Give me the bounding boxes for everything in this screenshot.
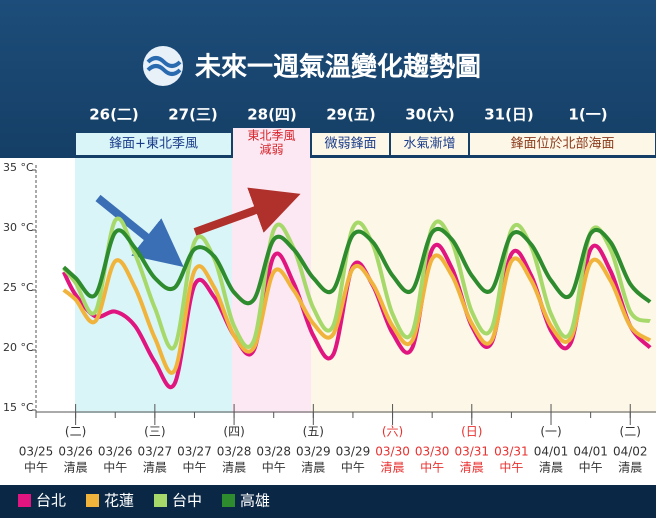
note-text: 減弱 [259,142,283,157]
weekday-label: (五) [303,425,324,439]
y-tick-label: 35 °C [3,161,34,174]
note-text: 微弱鋒面 [324,136,376,152]
legend-swatch [154,494,167,507]
x-tick-period: 清晨 [301,461,325,475]
x-tick-period: 中午 [262,460,286,475]
legend-label: 台中 [172,492,202,510]
weekday-label: (二) [620,425,641,439]
day-label: 29(五) [326,106,376,124]
note-box [391,133,468,155]
band-pink [232,158,311,413]
x-tick-period: 中午 [341,460,365,475]
legend-label: 花蓮 [104,492,134,510]
x-tick-period: 清晨 [618,461,642,475]
y-tick-label: 15 °C [3,401,34,414]
x-tick-label: 03/27 [138,445,173,459]
arrow-up [193,187,301,236]
note-box [76,133,231,155]
series-line [62,253,652,375]
weekday-label: (一) [540,425,561,439]
legend-label: 台北 [36,492,66,510]
day-label: 26(二) [89,106,139,124]
note-text: 水氣漸增 [403,137,455,152]
x-tick-period: 清晨 [222,461,246,475]
x-tick-period: 中午 [499,460,523,475]
day-label: 28(四) [247,106,297,124]
x-tick-period: 中午 [24,460,48,475]
x-tick-period: 清晨 [64,461,88,475]
x-tick-period: 中午 [103,460,127,475]
band-cream [311,158,656,413]
note-box [312,133,389,155]
x-tick-label: 03/31 [454,445,489,459]
logo-mark [146,56,182,76]
y-tick-label: 25 °C [3,281,34,294]
note-text: 鋒面+東北季風 [109,136,198,152]
x-tick-label: 03/28 [217,445,252,459]
x-tick-label: 03/27 [177,445,212,459]
x-tick-period: 清晨 [143,461,167,475]
note-text: 東北季風 [247,129,295,143]
series-line [62,216,651,351]
day-label: 30(六) [405,106,455,124]
note-box [470,133,655,155]
series-line [62,226,652,306]
y-tick-label: 20 °C [3,341,34,354]
legend-swatch [86,494,99,507]
x-tick-period: 中午 [420,460,444,475]
day-label: 31(日) [484,106,534,124]
x-tick-label: 03/30 [375,445,410,459]
x-tick-label: 03/29 [296,445,331,459]
weekday-label: (三) [144,425,165,439]
title: 未來一週氣溫變化趨勢圖 [195,52,481,83]
weekday-label: (六) [382,425,403,439]
x-tick-label: 03/26 [98,445,133,459]
legend-label: 高雄 [240,492,270,510]
x-tick-label: 04/02 [613,445,648,459]
x-tick-period: 清晨 [460,461,484,475]
x-tick-period: 中午 [579,460,603,475]
x-tick-label: 03/25 [19,445,54,459]
note-text: 鋒面位於北部海面 [510,136,614,152]
y-tick-label: 30 °C [3,221,34,234]
day-label: 27(三) [168,106,218,124]
legend-swatch [222,494,235,507]
x-tick-period: 中午 [182,460,206,475]
note-box [233,128,310,158]
arrow-down [95,194,184,268]
weekday-label: (二) [65,425,86,439]
x-tick-label: 04/01 [573,445,608,459]
x-tick-label: 04/01 [534,445,569,459]
weekday-label: (日) [461,425,482,439]
x-tick-label: 03/30 [415,445,450,459]
x-tick-label: 03/28 [256,445,291,459]
x-tick-label: 03/31 [494,445,529,459]
legend-swatch [18,494,31,507]
x-tick-period: 清晨 [381,461,405,475]
x-tick-label: 03/26 [58,445,93,459]
x-tick-period: 清晨 [539,461,563,475]
weekday-label: (四) [223,425,244,439]
day-label: 1(一) [568,106,607,124]
x-tick-label: 03/29 [336,445,371,459]
